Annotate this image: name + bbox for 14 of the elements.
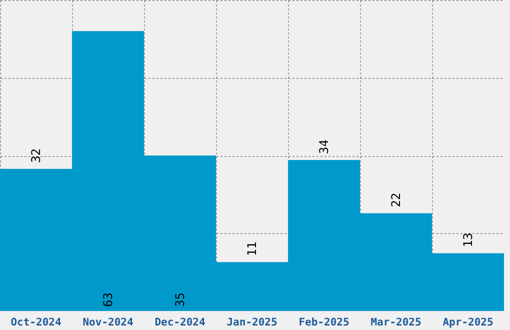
x-tick-label: Apr-2025	[442, 316, 494, 328]
data-label: 63	[101, 292, 115, 307]
data-label: 22	[389, 192, 403, 208]
data-label: 34	[317, 139, 331, 154]
x-tick-label: Mar-2025	[370, 316, 422, 328]
data-label: 13	[461, 232, 475, 248]
data-label: 35	[173, 292, 187, 307]
data-label: 32	[29, 148, 43, 163]
x-tick-label: Oct-2024	[10, 316, 62, 328]
data-label: 11	[245, 242, 259, 256]
x-tick-label: Jan-2025	[226, 316, 278, 328]
x-tick-label: Nov-2024	[82, 316, 134, 328]
x-tick-label: Dec-2024	[154, 316, 206, 328]
x-tick-label: Feb-2025	[298, 316, 350, 328]
